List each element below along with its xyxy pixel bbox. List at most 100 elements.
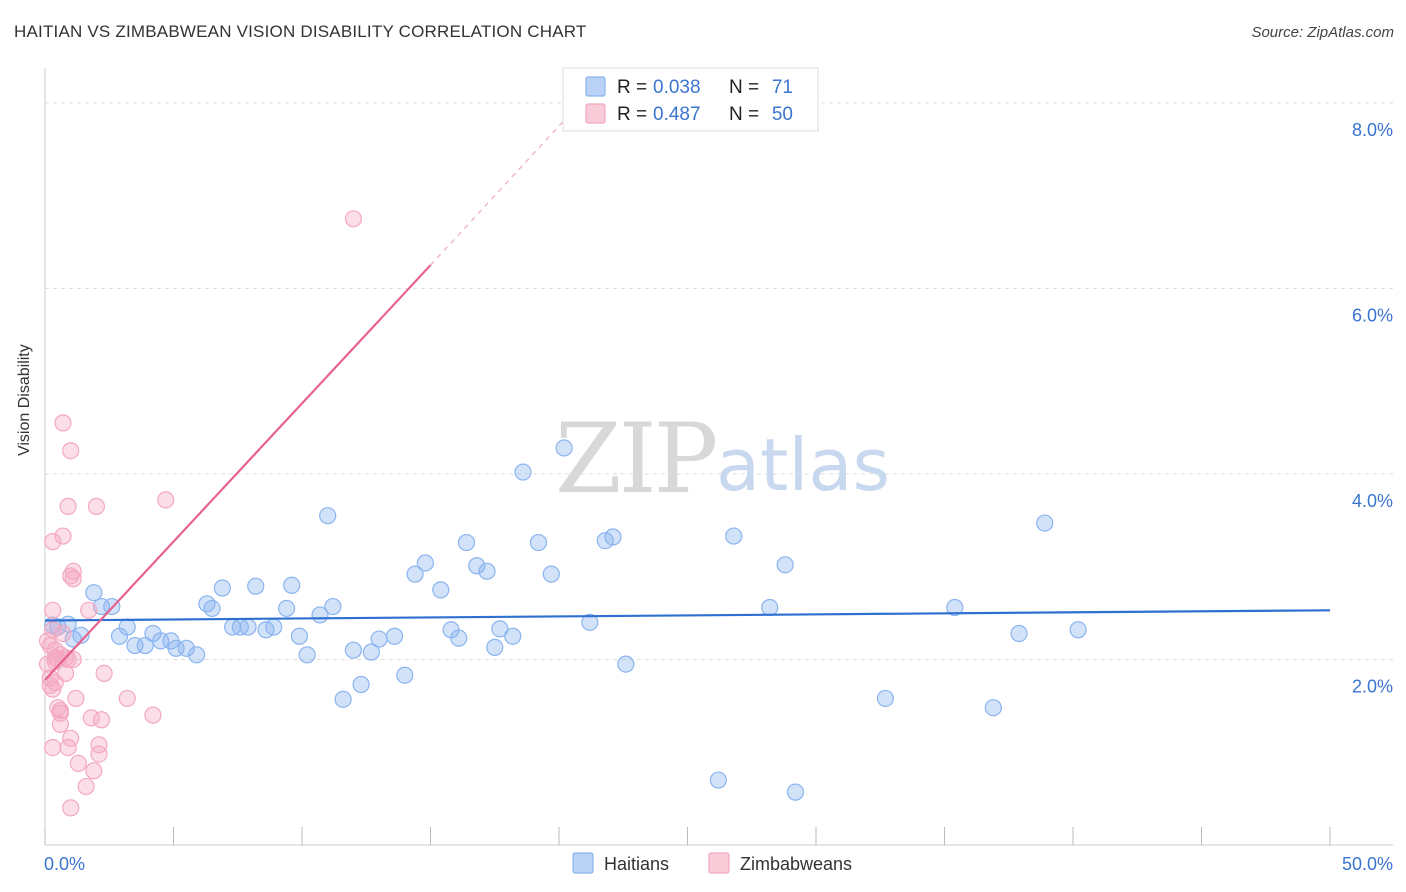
haitian-point: [283, 576, 301, 594]
legend-swatch: [585, 76, 606, 97]
zimbabwean-point: [118, 689, 136, 708]
haitian-point: [319, 507, 337, 525]
haitian-point: [239, 618, 257, 636]
haitian-point: [486, 638, 504, 656]
watermark-zip: ZIP: [555, 403, 716, 515]
haitian-point: [85, 584, 103, 602]
zimbabwean-point: [80, 601, 98, 619]
zimbabwean-point: [90, 745, 108, 763]
haitian-point: [416, 554, 434, 572]
haitian-point: [324, 597, 342, 616]
haitian-point: [604, 528, 622, 546]
zimbabwean-point: [59, 497, 77, 515]
zimbabwean-point: [62, 567, 80, 585]
haitian-point: [542, 565, 560, 583]
haitian-point: [406, 565, 424, 583]
haitian-point: [432, 581, 450, 599]
zimbabwean-point: [62, 442, 80, 460]
watermark-atlas: atlas: [716, 423, 890, 507]
haitian-point: [370, 630, 388, 648]
legend-r-value: 0.487: [653, 104, 701, 125]
haitian-point: [298, 646, 316, 664]
haitian-point: [478, 562, 496, 580]
legend-n-label: N =: [729, 104, 759, 125]
haitian-point: [725, 527, 743, 545]
zimbabwean-point: [87, 497, 106, 515]
zimbabwean-point: [44, 738, 62, 757]
haitian-point: [504, 627, 522, 645]
zimbabwean-point: [44, 533, 62, 551]
chart-title: HAITIAN VS ZIMBABWEAN VISION DISABILITY …: [14, 22, 587, 41]
zimbabwean-point: [157, 491, 175, 509]
zimbabwean-point: [46, 649, 64, 667]
zimbabwean-point: [54, 527, 72, 545]
zimbabwean-point: [62, 729, 80, 747]
zimbabwean-point: [54, 414, 72, 432]
haitian-point: [555, 439, 573, 457]
series-legend: Haitians Zimbabweans: [572, 852, 852, 874]
haitian-point: [468, 557, 486, 575]
haitian-point: [247, 577, 265, 595]
y-tick-label: 6.0%: [1352, 305, 1393, 325]
y-tick-label: 4.0%: [1352, 491, 1393, 511]
y-tick-label: 8.0%: [1352, 120, 1393, 140]
legend-n-value: 71: [772, 77, 793, 98]
haitian-point: [198, 595, 216, 613]
haitian-point: [188, 646, 206, 664]
zimbabwean-trendline-extension: [430, 111, 573, 266]
x-tick-label: 50.0%: [1342, 854, 1393, 874]
source-label: Source: ZipAtlas.com: [1251, 24, 1394, 41]
zimbabwean-point: [44, 621, 62, 639]
haitian-point: [334, 690, 352, 708]
watermark: ZIP atlas: [555, 403, 890, 515]
zimbabwean-point: [64, 650, 82, 669]
series-legend-swatch: [708, 852, 730, 874]
haitian-point: [213, 579, 231, 597]
haitian-point: [290, 627, 309, 645]
haitian-point: [72, 626, 90, 644]
haitian-point: [344, 641, 362, 659]
legend-r-label: R =: [617, 77, 647, 98]
haitian-point: [1069, 621, 1087, 639]
correlation-legend: R = 0.038 N = 71 R = 0.487 N = 50: [562, 67, 819, 132]
legend-n-value: 50: [772, 104, 793, 125]
haitian-point: [984, 699, 1002, 717]
zimbabwean-point: [67, 689, 85, 708]
haitian-point: [118, 618, 136, 636]
series-legend-label: Haitians: [604, 854, 669, 874]
zimbabwean-point: [69, 754, 88, 772]
haitian-point: [203, 599, 221, 618]
haitian-point: [876, 689, 894, 708]
zimbabwean-point: [144, 706, 162, 724]
zimbabwean-point: [90, 736, 108, 754]
haitian-point: [136, 636, 154, 655]
haitian-point: [450, 629, 468, 647]
zimbabwean-point: [92, 711, 111, 729]
haitian-point: [362, 643, 380, 661]
haitian-point: [761, 598, 779, 617]
series-legend-label: Zimbabweans: [740, 854, 852, 874]
haitian-point: [786, 783, 805, 801]
x-tick-label: 0.0%: [44, 854, 85, 874]
trend-layer: [44, 111, 1331, 681]
haitian-point: [1036, 514, 1054, 532]
legend-r-label: R =: [617, 104, 647, 125]
haitian-point: [457, 533, 476, 552]
haitian-point: [514, 463, 532, 481]
haitian-point: [1010, 624, 1028, 643]
y-tick-label: 2.0%: [1352, 676, 1393, 696]
axes-layer: 2.0% 4.0% 6.0% 8.0% 0.0% 50.0%: [44, 68, 1393, 874]
haitian-point: [265, 618, 283, 636]
haitian-point: [177, 639, 195, 657]
haitian-point: [581, 613, 599, 631]
zimbabwean-point: [77, 777, 95, 796]
zimbabwean-point: [54, 624, 72, 643]
haitian-trendline: [44, 609, 1331, 622]
haitian-point: [776, 556, 794, 574]
haitian-point: [946, 598, 964, 617]
zimbabwean-point: [51, 704, 70, 722]
haitian-point: [352, 675, 370, 694]
haitian-point: [491, 620, 509, 638]
haitian-point: [277, 599, 296, 618]
